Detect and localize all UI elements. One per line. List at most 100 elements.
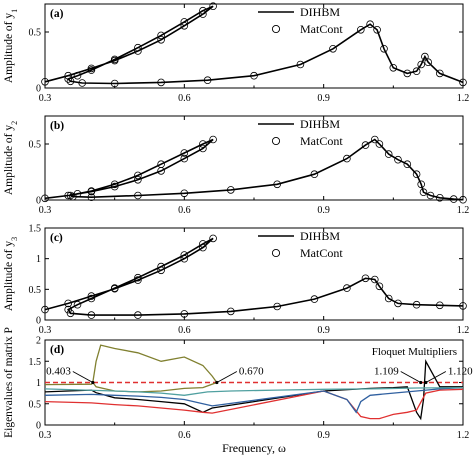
y-tick-label: 0 [36, 196, 41, 207]
matcont-point [412, 170, 421, 179]
matcont-point [69, 192, 77, 201]
series-line-dihbm [44, 237, 464, 316]
legend-circle-swatch [271, 24, 281, 34]
legend-entry-dihbm: DIHBM [300, 117, 340, 131]
matcont-point [87, 311, 96, 319]
matcont-point [134, 171, 142, 180]
matcont-point [134, 191, 142, 200]
x-tick-label: 0.9 [317, 93, 330, 104]
matcont-point [180, 254, 189, 263]
y-tick-label: 0 [36, 421, 41, 432]
y-tick-label: 0.5 [29, 140, 42, 151]
matcont-point [417, 180, 426, 189]
matcont-point [180, 310, 189, 318]
matcont-point [87, 64, 96, 73]
matcont-point [64, 191, 72, 200]
panel-a: 0.3 0.6 0.9 1.2 0 0.5 Amplitude of y1 (a) DIHBM M… [3, 2, 470, 104]
y-axis-label: Amplitude of y1 [3, 9, 19, 83]
x-axis-label: Frequency, ω [222, 441, 286, 455]
y-tick-label: 1.5 [29, 224, 42, 235]
annotation-label: 0.403 [46, 366, 71, 378]
matcont-point [180, 251, 189, 259]
matcont-point [66, 309, 75, 318]
panel-label: (d) [50, 344, 64, 356]
matcont-point [157, 262, 165, 271]
matcont-point [227, 307, 235, 316]
matcont-point [66, 77, 75, 86]
matcont-point [459, 302, 467, 310]
matcont-point [209, 234, 217, 243]
y-tick-label: 0.5 [29, 399, 42, 410]
panel-label: (c) [50, 232, 63, 244]
panel-label: (a) [50, 8, 64, 20]
series-line-dihbm [44, 5, 464, 85]
x-tick-label: 0.9 [317, 205, 330, 216]
legend-circle-swatch [271, 136, 281, 146]
y-tick-label: 0 [36, 84, 41, 95]
floquet-title: Floquet Multipliers [372, 346, 457, 358]
matcont-point [421, 52, 429, 61]
matcont-point [361, 274, 370, 283]
x-tick-label: 1.2 [457, 93, 470, 104]
x-tick-label: 0.9 [317, 430, 330, 441]
y-tick-label: 1.5 [29, 357, 42, 368]
matcont-point [157, 78, 165, 87]
matcont-point [419, 188, 428, 197]
matcont-point [180, 154, 189, 163]
y-tick-label: 0.5 [29, 285, 42, 296]
matcont-point [157, 35, 165, 44]
matcont-point [73, 190, 82, 198]
matcont-point [41, 78, 49, 86]
matcont-point [157, 160, 165, 169]
x-tick-label: 0.9 [317, 325, 330, 336]
matcont-point [199, 240, 207, 248]
matcont-point [435, 301, 444, 310]
multiplier-curve-4 [44, 386, 464, 414]
matcont-point [412, 300, 421, 309]
annotation-arrow-head [424, 380, 428, 385]
matcont-point [134, 311, 142, 319]
x-tick-label: 0.3 [39, 205, 52, 216]
y-tick-label: 0.5 [29, 28, 42, 39]
matcont-point [389, 64, 398, 72]
y-tick-label: 1 [36, 254, 41, 265]
matcont-point [87, 66, 96, 74]
matcont-point [199, 140, 207, 148]
matcont-point [110, 182, 119, 191]
matcont-point [273, 180, 282, 189]
matcont-point [227, 186, 235, 194]
y-axis-label: Eigenvalues of matrix P [3, 327, 15, 438]
matcont-point [73, 300, 82, 309]
annotation-arrow [400, 371, 421, 383]
multiplier-curve-3 [44, 388, 464, 420]
matcont-point [64, 305, 72, 314]
matcont-point [375, 140, 384, 148]
matcont-point [417, 60, 426, 69]
matcont-point [87, 292, 96, 300]
matcont-point [384, 150, 393, 158]
multiplier-curve-5 [44, 386, 464, 396]
matcont-point [209, 2, 217, 10]
x-tick-label: 1.2 [457, 325, 470, 336]
panel-label: (b) [50, 120, 64, 132]
matcont-point [199, 243, 207, 252]
matcont-point [134, 47, 142, 55]
annotation-arrow [72, 371, 94, 383]
matcont-point [157, 31, 165, 40]
matcont-point [373, 25, 381, 34]
annotation-label: 1.120 [448, 366, 473, 378]
matcont-point [366, 20, 374, 29]
x-tick-label: 1.2 [457, 205, 470, 216]
matcont-point [41, 194, 49, 203]
series-line-dihbm [44, 138, 464, 201]
matcont-point [134, 176, 142, 184]
y-tick-label: 2 [36, 336, 41, 347]
annotation-arrow-head [91, 380, 95, 385]
matcont-point [180, 189, 189, 198]
matcont-point [87, 294, 96, 303]
matcont-point [110, 284, 119, 292]
y-tick-label: 1 [36, 378, 41, 389]
matcont-point [134, 43, 142, 52]
legend-circle-swatch [271, 248, 281, 258]
